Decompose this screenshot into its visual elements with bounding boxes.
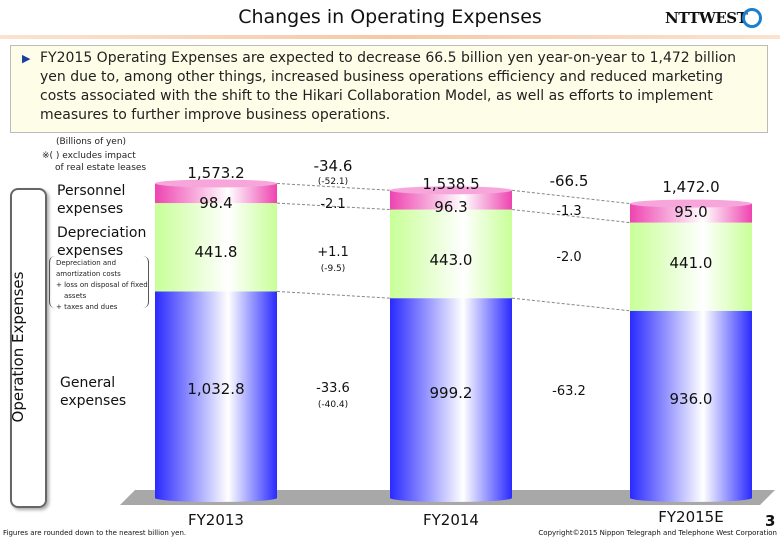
change-total: -66.5 [549,172,589,190]
legend-depreciation: Depreciation expenses [57,225,147,259]
bar-personnel [390,190,512,210]
general-label: 936.0 [669,390,713,408]
bar-top-cap [390,186,512,195]
unit-note: (Billions of yen) [56,137,127,147]
depreciation-label: 441.8 [194,243,238,261]
change-depreciation: -2.0 [556,250,582,265]
copyright: Copyright©2015 Nippon Telegraph and Tele… [538,529,777,537]
summary-text: FY2015 Operating Expenses are expected t… [40,50,737,123]
legend-personnel: Personnel expenses [57,183,126,217]
connector-line [511,297,631,312]
connector-line [276,182,391,191]
bar-top-cap [630,199,752,208]
bar-depreciation [630,222,752,311]
depreciation-label: 443.0 [429,251,473,269]
bar-personnel [630,203,752,223]
personnel-label: 95.0 [674,203,708,221]
page-number: 3 [765,512,776,530]
change-general: -33.6 [316,381,350,396]
bar-bottom-cap [390,494,512,502]
legend-general: General expenses [60,375,127,409]
general-label: 1,032.8 [187,380,245,398]
change-depreciation: +1.1 [317,245,349,260]
total-label: 1,472.0 [662,178,720,196]
x-tick-label: FY2014 [423,511,479,529]
general-label: 999.2 [429,384,473,402]
footer-note: Figures are rounded down to the nearest … [3,529,187,537]
x-tick-label: FY2013 [188,511,244,529]
page-title: Changes in Operating Expenses [238,6,542,28]
connector-line [276,290,391,299]
bar-general [155,291,277,498]
depreciation-label: 441.0 [669,254,713,272]
exclusion-note: ※( ) excludes impact [42,151,136,161]
summary-box [10,45,768,133]
bar-depreciation [390,209,512,299]
bar-bottom-cap [155,494,277,502]
personnel-label: 98.4 [199,194,233,212]
depreciation-bracket [49,256,149,308]
change-depreciation-excl: (-9.5) [320,264,346,274]
bar-bottom-cap [630,494,752,502]
change-total: -34.6 [313,157,353,175]
bar-general [390,298,512,498]
depreciation-detail: Depreciation and amortization costs + loss… [56,259,148,311]
bullet-icon: ▶ [22,52,31,65]
ntt-west-logo: NTTWEST [665,9,748,27]
ntt-logo-icon [742,8,762,28]
bar-depreciation [155,203,277,292]
exclusion-note-2: of real estate leases [55,163,147,173]
header-divider [0,35,780,39]
x-tick-label: FY2015E [658,508,724,526]
change-total-excl: (-52.1) [317,177,349,187]
connector-line [276,202,391,211]
connector-line [511,189,631,205]
bar-personnel [155,183,277,204]
change-general: -63.2 [552,384,586,399]
personnel-label: 96.3 [434,198,468,216]
bar-top-cap [155,179,277,188]
total-label: 1,573.2 [187,164,245,182]
total-label: 1,538.5 [422,175,480,193]
operation-expenses-box [10,188,47,508]
change-personnel: -1.3 [556,204,582,219]
change-personnel: -2.1 [320,197,346,212]
change-general-excl: (-40.4) [317,400,349,410]
bar-general [630,310,752,498]
